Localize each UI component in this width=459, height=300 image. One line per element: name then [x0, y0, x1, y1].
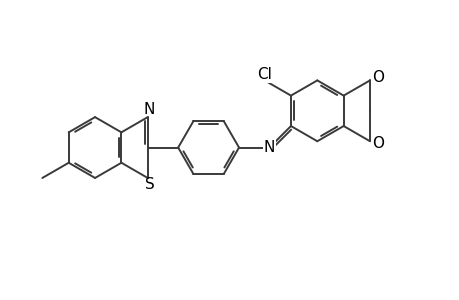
Text: N: N	[143, 102, 154, 117]
Text: S: S	[145, 177, 154, 192]
Text: N: N	[263, 140, 274, 155]
Text: Cl: Cl	[256, 67, 271, 82]
Text: O: O	[371, 136, 383, 151]
Text: O: O	[371, 70, 383, 86]
